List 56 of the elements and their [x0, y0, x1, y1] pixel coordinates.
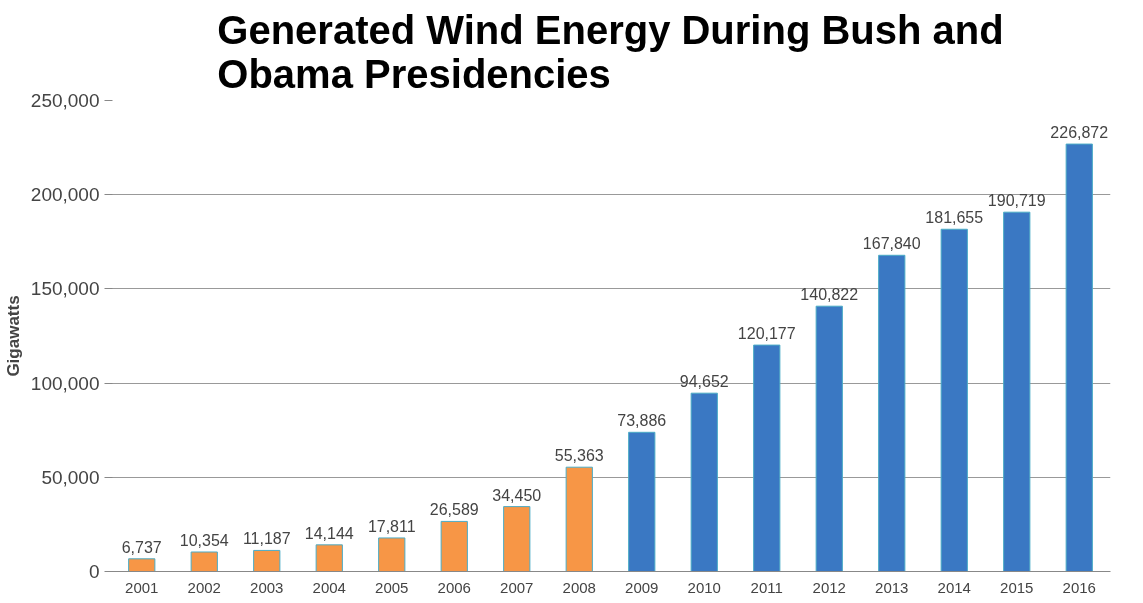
data-label: 120,177 — [737, 325, 796, 343]
data-label: 6,737 — [121, 538, 162, 556]
bar — [128, 558, 156, 572]
data-label: 11,187 — [242, 530, 291, 548]
x-tick-label: 2012 — [812, 578, 846, 596]
x-tick-label: 2016 — [1062, 578, 1096, 596]
data-label: 140,822 — [800, 286, 859, 304]
x-tick-label: 2008 — [562, 578, 596, 596]
bar — [378, 537, 406, 572]
y-tick-label: 250,000 — [30, 90, 100, 111]
bar — [1065, 143, 1093, 572]
data-label: 167,840 — [862, 235, 921, 253]
data-label: 10,354 — [179, 531, 229, 549]
bar — [503, 506, 531, 572]
x-tick-label: 2003 — [250, 578, 284, 596]
x-tick-label: 2001 — [125, 578, 159, 596]
chart-title: Generated Wind Energy During Bush and Obama Presidencies — [217, 7, 1004, 96]
x-tick-label: 2004 — [312, 578, 346, 596]
x-tick-label: 2010 — [687, 578, 721, 596]
data-label: 55,363 — [554, 447, 604, 465]
data-label: 26,589 — [429, 501, 479, 519]
y-tick-label: 150,000 — [30, 278, 100, 300]
x-tick-label: 2015 — [1000, 578, 1034, 596]
x-tick-label: 2014 — [937, 578, 971, 596]
data-label: 17,811 — [367, 517, 416, 535]
bar — [815, 305, 843, 572]
bar — [440, 520, 468, 572]
data-label: 14,144 — [304, 524, 354, 542]
x-tick-label: 2013 — [875, 578, 909, 596]
bar — [690, 392, 718, 572]
bar — [628, 431, 656, 572]
y-axis-title: Gigawatts — [3, 295, 23, 377]
data-label: 94,652 — [679, 373, 729, 391]
bar — [940, 228, 968, 572]
data-label: 226,872 — [1050, 124, 1109, 142]
y-tick-label: 100,000 — [30, 372, 100, 394]
bar — [878, 254, 906, 572]
bar — [190, 551, 218, 572]
bar — [253, 549, 281, 572]
x-tick-label: 2005 — [375, 578, 409, 596]
x-tick-label: 2002 — [187, 578, 221, 596]
x-tick-label: 2009 — [625, 578, 659, 596]
bar — [565, 466, 593, 572]
data-label: 181,655 — [925, 209, 984, 227]
bar — [753, 344, 781, 572]
y-tick-label: 0 — [88, 561, 100, 582]
data-label: 34,450 — [492, 486, 542, 504]
x-tick-label: 2006 — [437, 578, 471, 596]
bar — [315, 544, 343, 572]
x-tick-label: 2011 — [750, 578, 783, 596]
data-label: 73,886 — [617, 412, 667, 430]
y-tick-label: 50,000 — [41, 466, 100, 488]
x-tick-label: 2007 — [500, 578, 534, 596]
data-label: 190,719 — [987, 192, 1046, 210]
bar — [1003, 211, 1031, 572]
y-tick-label: 200,000 — [30, 184, 100, 206]
